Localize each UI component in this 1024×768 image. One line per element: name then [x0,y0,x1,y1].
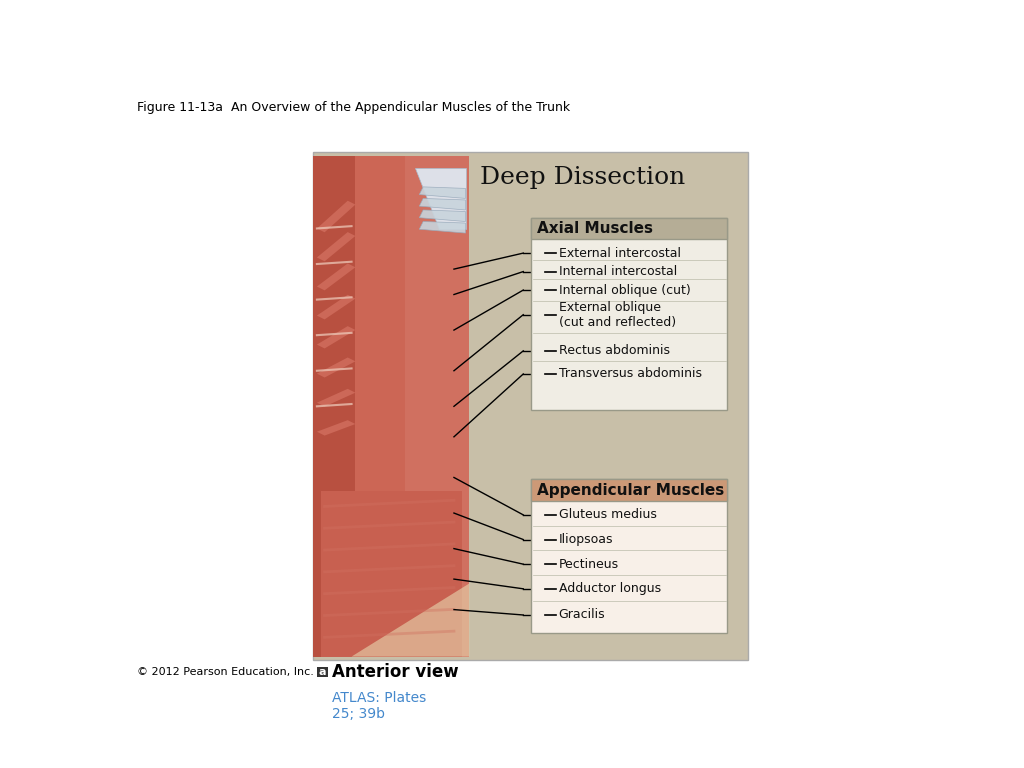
Text: Deep Dissection: Deep Dissection [480,166,685,189]
Polygon shape [355,156,469,657]
Polygon shape [406,156,469,657]
Text: External intercostal: External intercostal [559,247,681,260]
Text: Anterior view: Anterior view [333,663,459,681]
Polygon shape [419,198,466,210]
Polygon shape [316,295,355,319]
Text: ATLAS: Plates
25; 39b: ATLAS: Plates 25; 39b [333,691,427,721]
Polygon shape [351,584,469,657]
Text: Axial Muscles: Axial Muscles [538,221,653,236]
Polygon shape [321,491,462,657]
Text: © 2012 Pearson Education, Inc.: © 2012 Pearson Education, Inc. [137,667,313,677]
Bar [531,217,727,239]
Text: External oblique
(cut and reflected): External oblique (cut and reflected) [559,301,676,329]
Text: Gracilis: Gracilis [559,608,605,621]
Bar [531,479,727,501]
Polygon shape [419,210,466,221]
Text: Appendicular Muscles: Appendicular Muscles [538,483,724,498]
Bar [531,479,727,634]
Polygon shape [316,357,355,378]
Polygon shape [316,420,355,435]
Polygon shape [316,263,355,290]
Text: Internal intercostal: Internal intercostal [559,265,677,278]
Text: Internal oblique (cut): Internal oblique (cut) [559,283,690,296]
Polygon shape [316,389,355,406]
Text: Iliopsoas: Iliopsoas [559,533,613,546]
Polygon shape [313,156,469,657]
Text: Gluteus medius: Gluteus medius [559,508,656,521]
Bar [316,667,328,677]
Bar [531,217,727,410]
Polygon shape [316,200,355,232]
Polygon shape [316,326,355,349]
Polygon shape [419,187,466,198]
Bar [313,152,749,660]
Text: a: a [318,667,326,677]
Text: Figure 11-13a  An Overview of the Appendicular Muscles of the Trunk: Figure 11-13a An Overview of the Appendi… [137,101,569,114]
Text: Pectineus: Pectineus [559,558,618,571]
Text: Rectus abdominis: Rectus abdominis [559,344,670,357]
Text: Adductor longus: Adductor longus [559,582,660,595]
Polygon shape [316,232,355,261]
Polygon shape [419,221,466,233]
Polygon shape [416,167,466,229]
Text: Transversus abdominis: Transversus abdominis [559,367,701,380]
